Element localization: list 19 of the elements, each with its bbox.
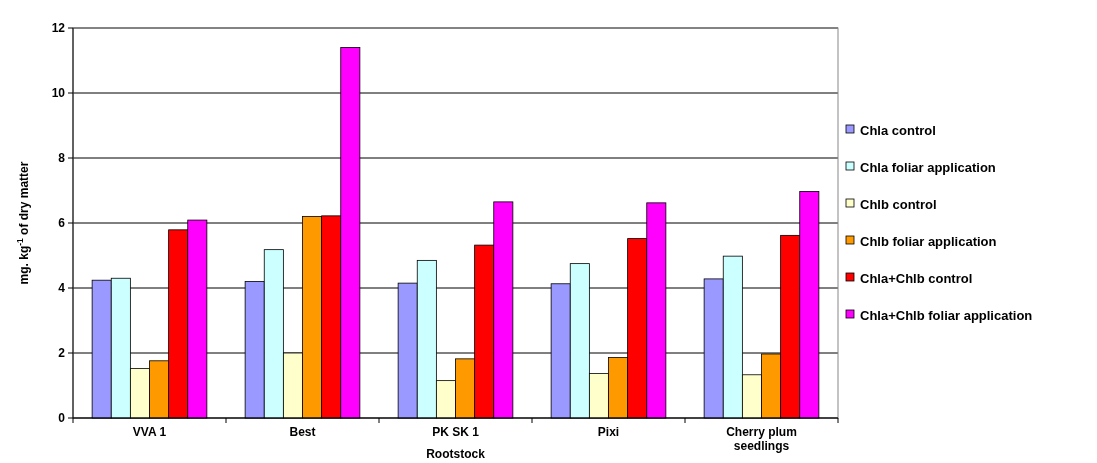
legend-label: Chla+Chlb foliar application <box>860 307 1033 323</box>
x-tick-label: VVA 1 <box>132 425 167 439</box>
legend-label: Chlb foliar application <box>860 233 997 249</box>
legend-label: Chla control <box>860 122 936 138</box>
x-tick-label: Pixi <box>597 425 620 439</box>
y-tick-label: 10 <box>51 86 66 101</box>
x-tick-label: PK SK 1 <box>432 425 480 439</box>
legend-label: Chla+Chlb control <box>860 270 973 286</box>
legend-label: Chla foliar application <box>860 159 996 175</box>
legend-label: Chlb control <box>860 196 937 212</box>
x-axis-title: Rootstock <box>426 447 486 461</box>
y-tick-label: 2 <box>58 346 66 361</box>
x-tick-label: Best <box>289 425 316 439</box>
y-tick-label: 4 <box>58 281 66 296</box>
y-tick-label: 0 <box>58 411 66 426</box>
x-tick-label: Cherry plum seedlings <box>726 425 797 453</box>
y-tick-label: 8 <box>58 151 66 166</box>
y-tick-label: 6 <box>58 216 66 231</box>
y-tick-label: 12 <box>51 21 66 36</box>
